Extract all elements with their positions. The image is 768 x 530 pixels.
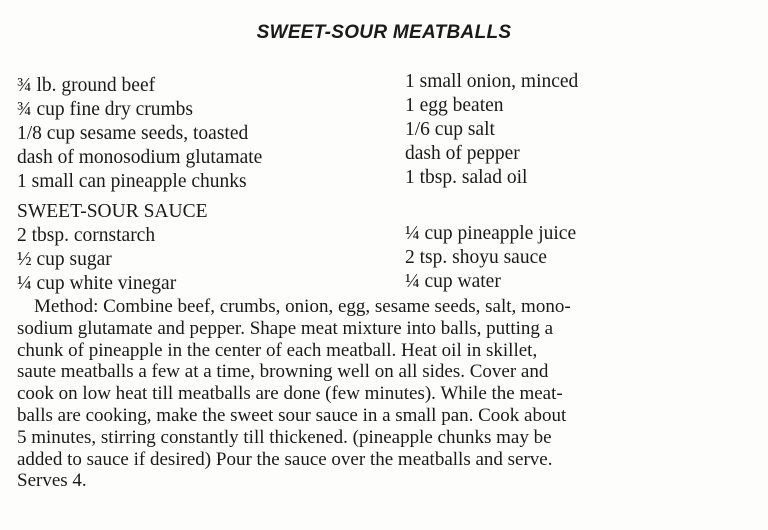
ingredient: 1/8 cup sesame seeds, toasted	[17, 123, 249, 144]
ingredient: 1 tbsp. salad oil	[405, 167, 528, 188]
ingredient: dash of pepper	[405, 143, 520, 164]
ingredients-right: 1 small onion, minced 1 egg beaten 1/6 c…	[405, 70, 578, 190]
ingredient: 1 small onion, minced	[405, 71, 579, 92]
method-line: balls are cooking, make the sweet sour s…	[17, 404, 567, 426]
method-line: sodium glutamate and pepper. Shape meat …	[17, 317, 554, 339]
ingredient: ¼ cup water	[405, 271, 501, 292]
method-line: Serves 4.	[17, 470, 87, 492]
recipe-title: SWEET-SOUR MEATBALLS	[256, 22, 512, 43]
sauce-right: ¼ cup pineapple juice 2 tsp. shoyu sauce…	[405, 222, 576, 294]
ingredient: ¼ cup pineapple juice	[405, 223, 577, 244]
method-line: cook on low heat till meatballs are done…	[17, 383, 563, 405]
ingredient: 2 tbsp. cornstarch	[17, 225, 156, 246]
ingredient: ¼ cup white vinegar	[17, 273, 177, 294]
sauce-heading: SWEET-SOUR SAUCE	[17, 201, 208, 222]
ingredients-left: ¾ lb. ground beef ¾ cup fine dry crumbs …	[17, 74, 262, 194]
method-text: Method: Combine beef, crumbs, onion, egg…	[17, 296, 757, 492]
ingredient: 1 small can pineapple chunks	[17, 171, 247, 192]
ingredient: ¾ lb. ground beef	[17, 75, 156, 96]
method-line: saute meatballs a few at a time, brownin…	[17, 361, 549, 383]
method-line: added to sauce if desired) Pour the sauc…	[17, 448, 553, 470]
ingredient: ¾ cup fine dry crumbs	[17, 99, 193, 120]
ingredient: dash of monosodium glutamate	[17, 147, 263, 168]
ingredient: 2 tsp. shoyu sauce	[405, 247, 547, 268]
ingredient: 1 egg beaten	[405, 95, 504, 116]
method-line: Method: Combine beef, crumbs, onion, egg…	[34, 296, 571, 317]
method-line: 5 minutes, stirring constantly till thic…	[17, 426, 552, 448]
sauce-left: SWEET-SOUR SAUCE 2 tbsp. cornstarch ½ cu…	[17, 200, 208, 296]
ingredient: 1/6 cup salt	[405, 119, 495, 140]
method-line: chunk of pineapple in the center of each…	[17, 339, 538, 361]
ingredient: ½ cup sugar	[17, 249, 112, 270]
